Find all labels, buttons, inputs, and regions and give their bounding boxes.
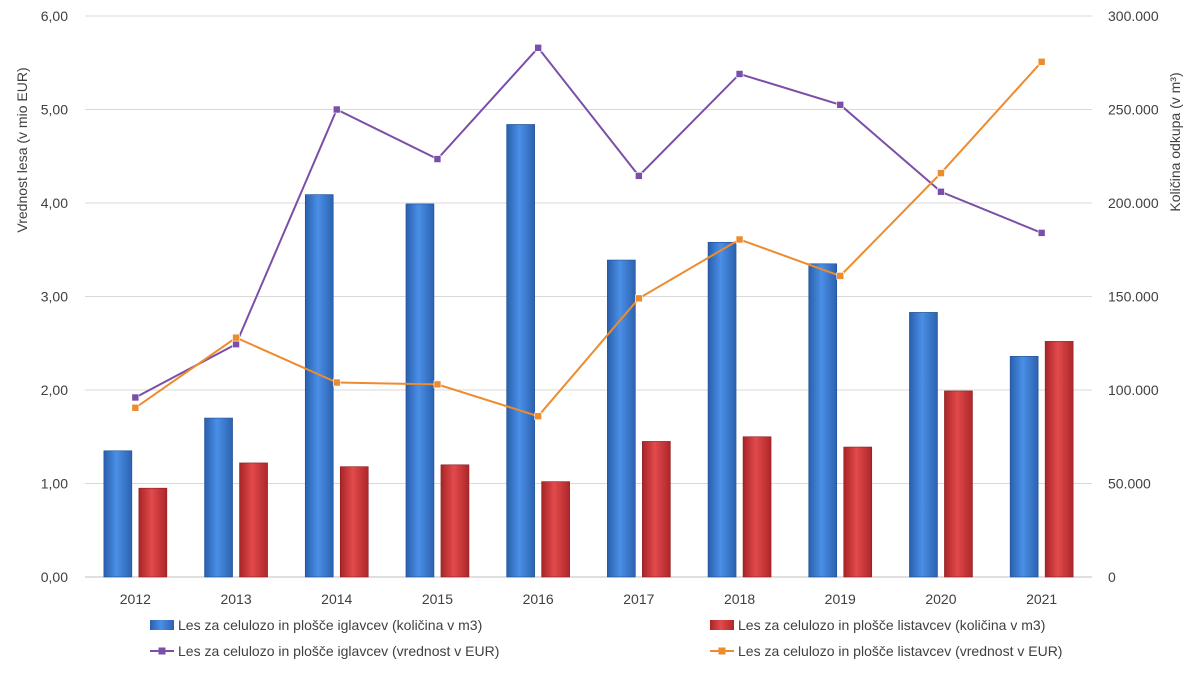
line-point: [836, 101, 845, 109]
legend: Les za celulozo in plošče iglavcev (koli…: [150, 617, 1062, 659]
series-line: [134, 46, 1043, 399]
bar: [204, 417, 233, 578]
line-point: [232, 333, 240, 342]
line-point: [232, 340, 240, 348]
line-point: [937, 187, 945, 196]
legend-label: Les za celulozo in plošče listavcev (vre…: [738, 643, 1062, 659]
series-line: [134, 61, 1043, 418]
bar: [607, 259, 636, 578]
left-tick-label: 1,00: [41, 476, 68, 492]
bar: [909, 312, 938, 578]
x-tick-label: 2019: [825, 591, 856, 607]
bar: [742, 436, 772, 578]
right-tick-label: 100.000: [1108, 382, 1159, 398]
left-axis-title: Vrednost lesa (v mio EUR): [14, 67, 30, 232]
bar: [239, 462, 268, 578]
line-point: [131, 403, 140, 412]
right-tick-label: 300.000: [1108, 8, 1159, 24]
right-axis-ticks: 0 50.000 100.000 150.000 200.000 250.000 300.0…: [1108, 8, 1159, 585]
x-tick-label: 2018: [724, 591, 755, 607]
bar: [843, 446, 873, 578]
left-tick-label: 4,00: [41, 195, 68, 211]
bar: [944, 390, 973, 578]
bar: [405, 203, 435, 578]
left-tick-label: 0,00: [41, 569, 68, 585]
bar-series: [103, 124, 1074, 578]
legend-label: Les za celulozo in plošče iglavcev (vred…: [178, 643, 499, 659]
bar: [103, 450, 133, 578]
x-tick-label: 2020: [925, 591, 956, 607]
right-tick-label: 0: [1108, 569, 1116, 585]
line-point: [1037, 58, 1046, 66]
legend-marker: [158, 647, 166, 655]
x-tick-label: 2012: [120, 591, 151, 607]
bar: [1044, 341, 1074, 578]
legend-marker: [718, 647, 726, 655]
x-tick-label: 2014: [321, 591, 352, 607]
left-tick-label: 3,00: [41, 289, 68, 305]
left-tick-label: 6,00: [41, 8, 68, 24]
bar: [506, 124, 535, 578]
x-axis-ticks: 2012 2013 2014 2015 2016 2017 2018 2019 2020 2021: [120, 591, 1058, 607]
bar: [707, 241, 737, 578]
right-tick-label: 250.000: [1108, 102, 1159, 118]
x-tick-label: 2016: [523, 591, 554, 607]
right-axis-title: Količina odkupa (v m³): [1167, 72, 1183, 211]
x-tick-label: 2013: [220, 591, 251, 607]
line-point: [735, 235, 744, 244]
line-point: [433, 380, 442, 389]
line-point: [836, 272, 845, 280]
bar: [642, 441, 671, 578]
line-point: [635, 172, 643, 180]
line-point: [635, 294, 643, 303]
line-point: [131, 393, 140, 402]
x-tick-label: 2015: [422, 591, 453, 607]
legend-label: Les za celulozo in plošče iglavcev (koli…: [178, 617, 482, 633]
legend-swatch: [710, 620, 734, 630]
right-tick-label: 150.000: [1108, 289, 1159, 305]
line-series: [131, 43, 1046, 420]
x-tick-label: 2021: [1026, 591, 1057, 607]
line-point: [332, 378, 341, 387]
legend-label: Les za celulozo in plošče listavcev (kol…: [738, 617, 1045, 633]
bar: [1009, 356, 1039, 578]
bar: [138, 487, 168, 578]
line-point: [937, 169, 945, 177]
line-point: [534, 412, 542, 420]
x-tick-label: 2017: [623, 591, 654, 607]
bar: [304, 194, 334, 578]
legend-swatch: [150, 620, 174, 630]
bar: [541, 481, 570, 578]
bar: [339, 466, 369, 578]
bar: [808, 263, 838, 578]
line-point: [534, 43, 542, 52]
line-point: [332, 105, 341, 114]
right-tick-label: 50.000: [1108, 476, 1151, 492]
bar: [440, 464, 470, 578]
line-point: [735, 70, 744, 78]
right-tick-label: 200.000: [1108, 195, 1159, 211]
gridlines: [85, 15, 1092, 578]
line-point: [433, 155, 442, 163]
line-point: [1037, 229, 1046, 237]
left-tick-label: 5,00: [41, 102, 68, 118]
left-tick-label: 2,00: [41, 382, 68, 398]
left-axis-ticks: 0,00 1,00 2,00 3,00 4,00 5,00 6,00: [41, 8, 68, 585]
